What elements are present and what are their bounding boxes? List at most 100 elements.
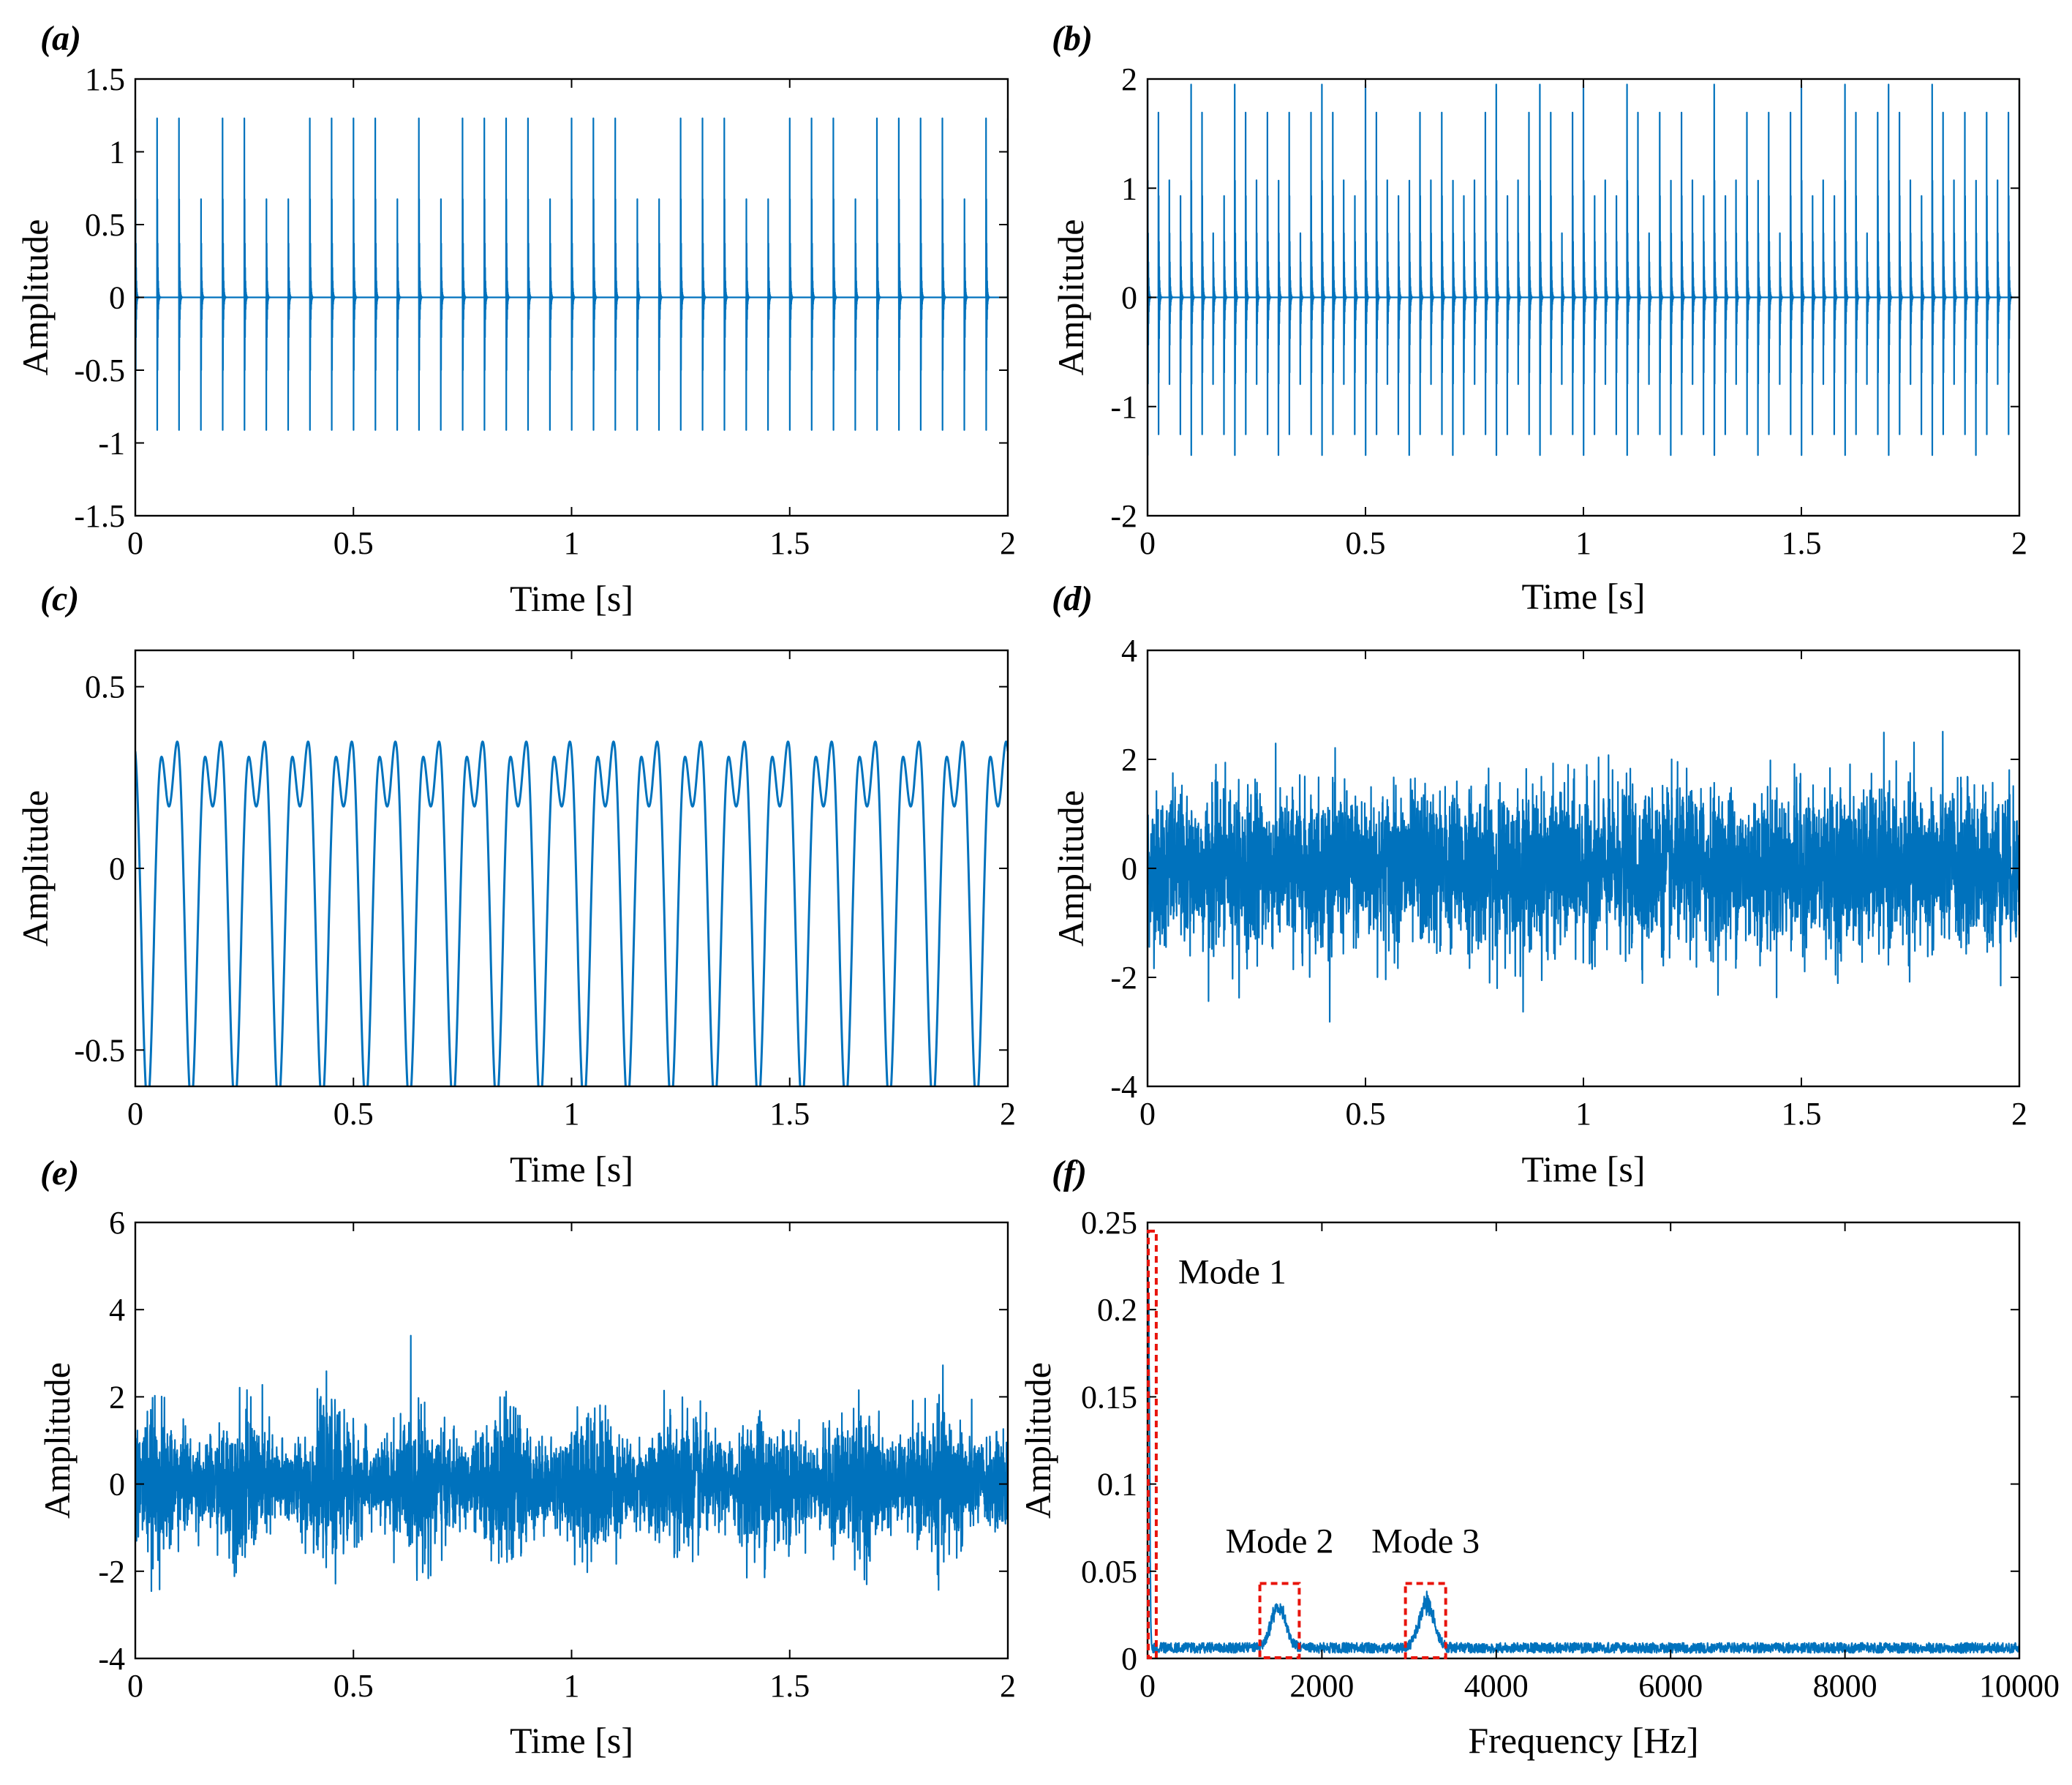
panel-a: (a) 0 0.5 1 1.5 2 -1.5 -1 -0.5 0 0.5 1 1.5 Time [s]…	[15, 19, 1016, 619]
panel-e-xlabel: Time [s]	[510, 1720, 633, 1761]
panel-c-ticks: 0 0.5 1 1.5 2-0.500.5	[74, 650, 1016, 1132]
panel-d-ytick-label: -4	[1110, 1069, 1137, 1105]
panel-d-xtick-label: 0	[1139, 1096, 1156, 1132]
panel-c-xlabel: Time [s]	[510, 1149, 633, 1190]
mode-2-label: Mode 2	[1225, 1522, 1333, 1560]
panel-e-ylabel: Amplitude	[37, 1362, 78, 1519]
panel-a-ytick-label: 0	[109, 280, 125, 316]
panel-f-ytick-label: 0.25	[1081, 1205, 1137, 1241]
panel-d-xtick-label: 1	[1575, 1096, 1591, 1132]
panel-c-ylabel: Amplitude	[15, 790, 56, 947]
panel-a-ytick-label: -0.5	[74, 353, 125, 388]
mode-3-label: Mode 3	[1371, 1522, 1480, 1560]
panel-a-ylabel: Amplitude	[15, 219, 56, 376]
panel-c-xtick-label: 2	[1000, 1096, 1016, 1132]
panel-f-annotations: Mode 1 Mode 2 Mode 3	[1147, 1229, 1480, 1660]
panel-e-series-line	[135, 1334, 1008, 1593]
panel-b-ytick-label: 0	[1121, 280, 1137, 316]
panel-f-xtick-label: 6000	[1638, 1668, 1703, 1704]
panel-a-xtick-label: 2	[1000, 525, 1016, 561]
mode-1-highlight-box	[1147, 1229, 1158, 1660]
panel-b-xtick-label: 1.5	[1782, 525, 1822, 561]
panel-f-ytick-label: 0.15	[1081, 1379, 1137, 1415]
panel-d-series-line	[1148, 731, 2019, 1023]
panel-e-ytick-label: -2	[98, 1554, 125, 1590]
panel-a-xtick-label: 0	[127, 525, 143, 561]
panel-b-xtick-label: 2	[2011, 525, 2027, 561]
panel-f-ylabel: Amplitude	[1017, 1362, 1058, 1519]
panel-c: (c) 0 0.5 1 1.5 2-0.500.5 Time [s] Amplitude	[15, 579, 1016, 1190]
panel-f-xtick-label: 10000	[1979, 1668, 2060, 1704]
panel-a-xtick-label: 0.5	[334, 525, 374, 561]
panel-d-xtick-label: 2	[2011, 1096, 2027, 1132]
panel-a-xtick-label: 1	[564, 525, 580, 561]
panel-e-xtick-label: 2	[1000, 1668, 1016, 1704]
panel-a-xlabel: Time [s]	[510, 578, 633, 619]
panel-e-plot-area	[135, 1334, 1008, 1593]
panel-f-xlabel: Frequency [Hz]	[1468, 1720, 1698, 1761]
panel-c-ytick-label: 0	[109, 851, 125, 887]
panel-f-xtick-label: 0	[1139, 1668, 1156, 1704]
panel-f-ytick-label: 0	[1121, 1641, 1137, 1677]
panel-f-xtick-label: 4000	[1464, 1668, 1529, 1704]
panel-d-ticks: 0 0.5 1 1.5 2 -4 -2 0 2 4	[1110, 633, 2027, 1132]
panel-a-ticks: 0 0.5 1 1.5 2 -1.5 -1 -0.5 0 0.5 1 1.5	[74, 61, 1016, 561]
panel-c-ytick-label: -0.5	[74, 1032, 125, 1068]
panel-f-ytick-label: 0.05	[1081, 1554, 1137, 1590]
panel-c-xtick-label: 0	[127, 1096, 143, 1132]
panel-d-ytick-label: 0	[1121, 851, 1137, 887]
panel-a-ytick-label: -1	[98, 426, 125, 462]
panel-b-letter: (b)	[1052, 19, 1093, 58]
panel-b-xtick-label: 0.5	[1346, 525, 1386, 561]
panel-c-ytick-label: 0.5	[85, 669, 125, 705]
panel-d-xlabel: Time [s]	[1521, 1149, 1645, 1190]
panel-d-plot-area	[1148, 731, 2019, 1023]
panel-a-plot-area	[135, 117, 1008, 431]
panel-d-ytick-label: 4	[1121, 633, 1137, 669]
panel-b-ytick-label: 2	[1121, 61, 1137, 97]
panel-b-ticks: 0 0.5 1 1.5 2 -2 -1 0 1 2	[1110, 61, 2027, 561]
panel-f-xtick-label: 2000	[1289, 1668, 1354, 1704]
panel-a-ytick-label: -1.5	[74, 498, 125, 534]
panel-e-letter: (e)	[40, 1154, 79, 1192]
panel-b-xtick-label: 1	[1575, 525, 1591, 561]
panel-f-ytick-label: 0.1	[1097, 1467, 1137, 1503]
panel-f-plot-area	[1148, 1271, 2019, 1654]
panel-b-ytick-label: -2	[1110, 498, 1137, 534]
panel-f-xtick-label: 8000	[1813, 1668, 1877, 1704]
panel-e: (e) 0 0.5 1 1.5 2 -4 -2 0 2 4 6 Time [s] Amplitude	[37, 1154, 1016, 1761]
panel-e-xtick-label: 1	[564, 1668, 580, 1704]
panel-e-ytick-label: 2	[109, 1379, 125, 1415]
panel-e-ticks: 0 0.5 1 1.5 2 -4 -2 0 2 4 6	[98, 1205, 1016, 1704]
panel-d-ytick-label: -2	[1110, 960, 1137, 996]
mode-2-highlight-box	[1258, 1582, 1301, 1660]
panel-e-ytick-label: -4	[98, 1641, 125, 1677]
panel-d: (d) 0 0.5 1 1.5 2 -4 -2 0 2 4 Time [s] Amplitude	[1050, 579, 2027, 1190]
panel-f-ytick-label: 0.2	[1097, 1292, 1137, 1328]
panel-c-xtick-label: 1.5	[769, 1096, 810, 1132]
panel-e-ytick-label: 6	[109, 1205, 125, 1241]
panel-a-series-line	[135, 117, 1008, 431]
panel-e-xtick-label: 1.5	[769, 1668, 810, 1704]
panel-b-xtick-label: 0	[1139, 525, 1156, 561]
panel-e-xtick-label: 0.5	[334, 1668, 374, 1704]
panel-a-ytick-label: 1.5	[85, 61, 125, 97]
panel-a-xtick-label: 1.5	[769, 525, 810, 561]
panel-d-ylabel: Amplitude	[1050, 790, 1091, 947]
panel-d-xtick-label: 0.5	[1346, 1096, 1386, 1132]
panel-f-ticks: 0 2000 4000 6000 8000 10000 0 0.05 0.1 0.15 0.2 0.2…	[1081, 1205, 2060, 1704]
mode-1-label: Mode 1	[1178, 1252, 1286, 1291]
panel-b: (b) 0 0.5 1 1.5 2 -2 -1 0 1 2 Time [s] Amplitude	[1050, 19, 2027, 617]
panel-c-xtick-label: 1	[564, 1096, 580, 1132]
panel-f: (f) 0 2000 4000 6000 8000 10000 0 0.05 0.1 0.15 0.…	[1017, 1154, 2060, 1761]
panel-d-xtick-label: 1.5	[1782, 1096, 1822, 1132]
panel-a-letter: (a)	[40, 19, 81, 58]
panel-e-ytick-label: 4	[109, 1292, 125, 1328]
mode-3-highlight-box	[1404, 1582, 1447, 1660]
panel-c-letter: (c)	[40, 579, 79, 618]
panel-f-series-line	[1148, 1271, 2019, 1654]
panel-f-letter: (f)	[1052, 1154, 1087, 1192]
panel-c-series-line	[135, 740, 1008, 1086]
panel-a-ytick-label: 1	[109, 135, 125, 170]
